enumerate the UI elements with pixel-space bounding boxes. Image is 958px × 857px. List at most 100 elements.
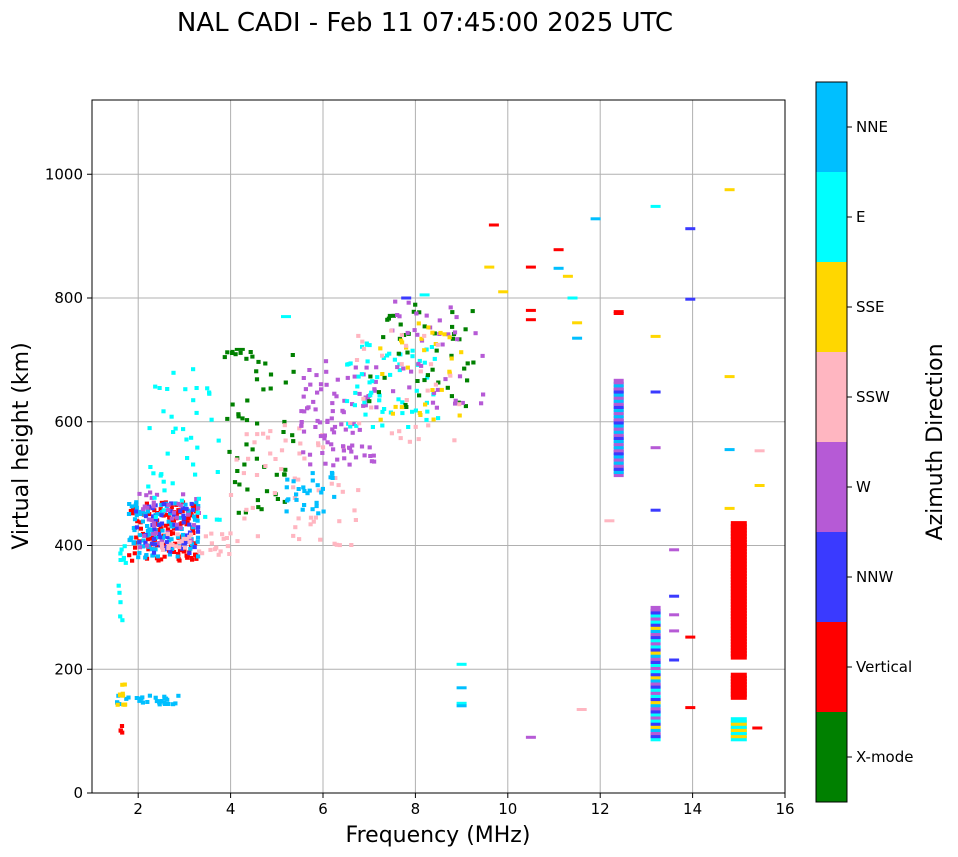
data-point [169,501,174,506]
data-point [730,672,747,679]
data-point [137,509,142,514]
data-point [456,701,467,705]
data-point [159,513,164,518]
data-point [342,456,347,461]
data-point [572,321,583,325]
y-tick-label: 200 [54,660,83,678]
data-point [480,353,485,358]
data-point [156,532,162,536]
data-point [143,511,148,516]
data-point [419,363,424,368]
data-point [162,488,167,493]
data-point [282,499,287,504]
data-point [193,503,198,508]
data-point [417,393,422,398]
data-point [138,512,143,516]
data-point [170,531,176,536]
colorbar-segment [816,442,847,532]
data-point [171,370,176,375]
data-point [203,514,208,519]
data-point [137,550,142,555]
data-point [325,440,330,445]
data-point [318,537,323,542]
data-point [334,542,339,547]
data-point [411,309,416,314]
data-point [179,539,184,544]
data-point [166,519,171,524]
data-point [256,505,261,510]
data-point [330,401,335,406]
colorbar-segment [816,172,847,262]
data-point [456,662,467,666]
data-point [397,429,402,434]
data-point [151,500,156,505]
x-tick-label: 6 [318,800,328,818]
data-point [331,447,336,452]
data-point [313,515,318,520]
data-point [163,523,168,528]
data-point [302,489,307,493]
data-point [171,518,176,523]
data-point [430,367,435,372]
data-point [165,697,170,702]
data-point [351,422,356,427]
data-point [168,509,173,514]
data-point [650,508,661,512]
data-point [330,427,335,432]
y-tick-label: 600 [54,413,83,431]
data-point [395,365,400,370]
data-point [193,472,198,477]
data-point [613,428,624,434]
data-point [148,465,153,469]
data-point [373,379,378,384]
data-point [169,505,174,510]
data-point [282,472,287,477]
data-point [730,548,747,555]
data-point [378,417,383,422]
x-tick-label: 16 [775,800,794,818]
data-point [613,459,624,465]
colorbar-tick-label: SSE [856,298,885,316]
data-point [417,310,422,315]
data-point [400,411,405,416]
data-point [389,431,394,436]
data-points [115,188,765,742]
data-point [195,510,200,515]
data-point [325,420,330,424]
data-point [730,647,747,654]
data-point [730,542,747,549]
data-point [145,543,150,548]
data-point [177,515,182,520]
data-point [294,497,299,502]
x-tick-label: 14 [683,800,702,818]
data-point [196,504,201,508]
data-point [146,484,151,489]
data-point [613,465,624,471]
data-point [255,534,260,539]
data-point [134,696,139,700]
data-point [172,526,177,531]
data-point [353,455,359,460]
data-point [446,332,451,337]
data-point [234,347,245,351]
data-point [185,533,190,538]
data-point [332,391,337,396]
data-point [187,530,193,535]
data-point [730,685,747,691]
data-point [315,390,320,395]
data-point [730,638,747,645]
data-point [135,519,140,524]
data-point [372,459,377,464]
data-point [650,605,661,612]
data-point [380,423,385,428]
data-point [730,536,747,543]
data-point [412,328,417,333]
data-point [222,355,227,360]
data-point [272,491,277,495]
data-point [425,373,430,378]
data-point [225,416,230,421]
data-point [650,658,661,664]
x-axis-ticks: 2 4 6 8 10 12 14 16 [133,793,795,818]
data-point [146,532,151,537]
data-point [364,341,369,346]
